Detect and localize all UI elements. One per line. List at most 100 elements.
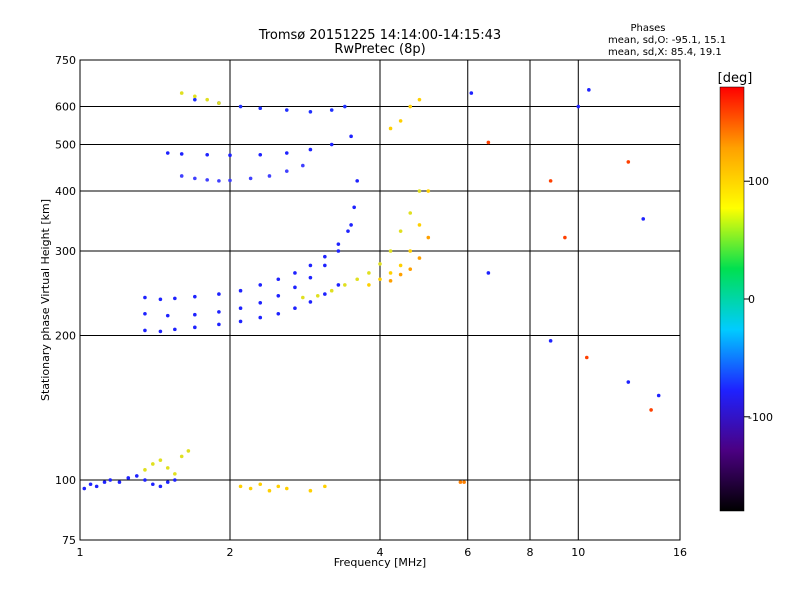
data-point (323, 263, 327, 268)
data-point (143, 478, 147, 482)
data-point (462, 480, 466, 484)
data-point (293, 285, 297, 290)
data-point (173, 296, 177, 301)
data-point (388, 271, 393, 275)
data-point (193, 176, 197, 181)
y-tick-label: 75 (62, 534, 76, 547)
data-point (217, 179, 221, 183)
data-point (238, 288, 243, 293)
data-point (276, 484, 281, 489)
data-point (398, 272, 403, 277)
stats-line-x: mean, sd,X: 85.4, 19.1 (608, 47, 722, 58)
colorbar-tick-label: 100 (748, 175, 769, 188)
data-points (82, 88, 661, 493)
x-tick-label: 16 (673, 546, 687, 559)
data-point (143, 468, 147, 472)
data-point (323, 254, 327, 259)
data-point (417, 223, 422, 227)
plot-frame (79, 59, 681, 541)
data-point (367, 283, 371, 287)
data-point (486, 271, 491, 275)
y-tick-label: 200 (55, 330, 76, 343)
data-point (143, 328, 147, 333)
data-point (301, 295, 305, 300)
data-point (179, 174, 184, 178)
data-point (426, 235, 431, 240)
data-point (165, 313, 170, 318)
data-point (336, 242, 341, 246)
data-point (284, 486, 289, 491)
data-point (205, 178, 209, 182)
data-point (349, 134, 353, 139)
data-point (388, 126, 393, 131)
data-point (336, 283, 341, 287)
data-point (179, 454, 184, 459)
data-point (193, 294, 197, 299)
data-point (388, 279, 393, 283)
data-point (417, 97, 422, 102)
data-point (284, 169, 289, 173)
data-point (276, 293, 281, 298)
data-point (151, 482, 155, 487)
data-point (193, 97, 197, 102)
data-point (276, 311, 281, 316)
data-point (173, 472, 177, 476)
data-point (151, 462, 155, 466)
data-point (179, 152, 184, 156)
data-point (284, 108, 289, 112)
x-tick-label: 1 (77, 546, 84, 559)
data-point (486, 140, 491, 145)
data-point (355, 179, 359, 183)
data-point (248, 486, 253, 491)
data-point (343, 283, 347, 287)
data-point (102, 480, 107, 484)
data-point (228, 153, 232, 158)
data-point (329, 108, 334, 112)
data-point (193, 312, 197, 317)
data-point (267, 174, 272, 178)
data-point (626, 160, 631, 164)
data-point (158, 329, 163, 334)
data-point (186, 449, 191, 453)
data-point (301, 163, 305, 168)
data-point (258, 315, 263, 320)
y-tick-label: 100 (55, 474, 76, 487)
x-tick-label: 10 (571, 546, 585, 559)
data-point (293, 271, 297, 275)
plot-grid (80, 60, 680, 540)
x-axis-label: Frequency [MHz] (334, 556, 426, 569)
data-point (408, 249, 413, 253)
data-point (417, 256, 422, 260)
data-point (329, 142, 334, 147)
data-point (355, 277, 359, 282)
stats-heading: Phases (630, 23, 665, 34)
data-point (173, 327, 177, 332)
data-point (378, 262, 382, 266)
data-point (258, 152, 263, 157)
data-point (165, 480, 170, 484)
data-point (308, 275, 313, 280)
x-tick-label: 4 (377, 546, 384, 559)
data-point (458, 480, 463, 484)
colorbar-tick-label: -100 (748, 411, 773, 424)
data-point (323, 484, 327, 489)
data-point (258, 283, 263, 287)
data-point (388, 249, 393, 253)
data-point (217, 310, 221, 314)
data-point (408, 211, 413, 215)
data-point (417, 189, 422, 193)
x-tick-label: 6 (464, 546, 471, 559)
data-point (343, 104, 347, 109)
data-point (88, 482, 93, 487)
data-point (258, 106, 263, 111)
data-point (238, 484, 243, 489)
colorbar (719, 86, 745, 512)
y-tick-label: 600 (55, 101, 76, 114)
data-point (408, 104, 413, 109)
data-point (238, 104, 243, 109)
y-tick-label: 500 (55, 139, 76, 152)
data-point (469, 91, 474, 95)
data-point (352, 205, 356, 210)
data-point (165, 466, 170, 470)
data-point (193, 94, 197, 99)
